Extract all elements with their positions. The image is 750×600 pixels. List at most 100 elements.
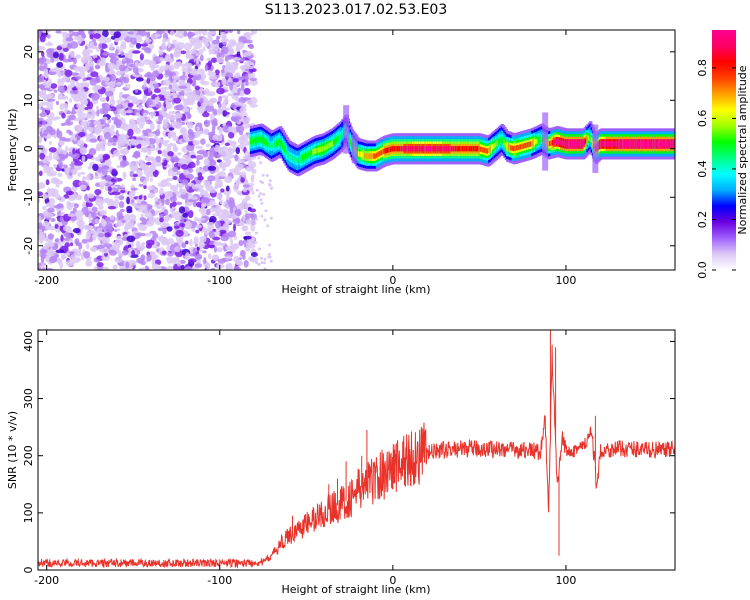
noise-speckle [84,45,88,50]
noise-speckle [197,107,205,114]
noise-speckle [208,151,218,158]
noise-speckle [118,195,125,201]
noise-speckle [158,142,162,149]
noise-speckle [113,198,120,206]
noise-speckle [43,79,47,85]
noise-speckle [55,194,61,200]
noise-speckle [120,208,125,213]
noise-speckle [107,120,111,124]
noise-speckle [121,60,126,65]
noise-speckle [203,158,210,166]
noise-speckle [113,149,121,157]
y-tick-label: 400 [22,331,35,352]
noise-speckle [267,252,271,256]
noise-speckle [179,188,187,195]
noise-speckle [242,184,251,188]
noise-speckle [48,129,56,136]
noise-speckle [206,222,215,226]
noise-speckle [138,62,145,67]
noise-speckle [160,223,168,228]
noise-speckle [70,242,74,247]
noise-speckle [81,34,87,39]
noise-speckle [196,130,204,135]
noise-speckle [154,96,159,105]
noise-speckle [151,256,157,261]
noise-speckle [38,225,46,230]
noise-speckle [112,264,118,270]
noise-speckle [56,61,64,68]
noise-speckle [132,66,139,74]
noise-speckle [99,134,103,140]
noise-speckle [195,145,204,149]
noise-speckle [263,257,267,261]
noise-speckle [48,170,57,177]
noise-speckle [86,231,91,239]
noise-speckle [75,82,85,90]
noise-speckle [102,51,110,56]
noise-speckle [49,105,53,110]
noise-speckle [104,232,111,238]
noise-speckle [195,224,203,229]
noise-speckle [175,229,184,237]
noise-speckle [245,65,255,70]
ridge-spike [351,134,358,164]
noise-speckle [217,102,222,109]
colorbar-tick-label: 0.2 [696,211,709,229]
noise-speckle [135,139,143,145]
noise-speckle [52,152,61,161]
noise-speckle [107,225,114,233]
noise-speckle [161,198,165,207]
noise-speckle [207,165,217,171]
noise-speckle [38,191,44,196]
noise-speckle [61,31,68,36]
noise-speckle [243,235,252,240]
noise-speckle [108,81,115,89]
noise-speckle [178,158,188,165]
noise-speckle [150,33,158,40]
noise-speckle [155,155,161,163]
noise-speckle [107,62,116,70]
noise-speckle [200,102,209,107]
noise-speckle [165,100,169,106]
noise-speckle [191,227,196,232]
noise-speckle [46,34,51,39]
snr-frame [37,329,676,571]
noise-speckle [188,252,197,257]
noise-speckle [228,153,234,159]
noise-speckle [57,180,64,185]
noise-speckle [114,257,123,263]
noise-speckle [244,209,248,215]
noise-speckle [245,165,254,172]
noise-speckle [149,164,156,172]
noise-speckle [200,138,206,145]
noise-speckle [115,104,124,110]
noise-speckle [127,128,134,137]
noise-speckle [115,130,119,138]
noise-speckle [64,242,70,248]
noise-speckle [101,175,106,180]
noise-speckle [207,31,213,39]
noise-speckle [124,102,129,108]
noise-speckle [159,187,164,196]
noise-speckle [89,138,98,143]
noise-speckle [153,188,159,194]
noise-speckle [163,121,168,129]
noise-speckle [86,185,90,191]
noise-speckle [38,84,45,89]
colorbar-ticks: 0.00.20.40.60.8 [696,59,736,279]
noise-speckle [202,250,207,254]
noise-speckle [197,175,204,181]
noise-speckle [152,131,160,134]
noise-speckle [79,146,88,155]
noise-speckle [167,252,174,257]
noise-speckle [99,140,107,145]
noise-speckle [156,123,161,132]
noise-speckle [109,137,118,143]
noise-speckle [134,89,139,93]
noise-speckle [60,234,64,242]
noise-speckle [99,108,105,115]
noise-speckle [145,38,152,43]
noise-speckle [104,90,114,97]
noise-speckle [64,69,73,78]
noise-speckle [72,227,81,234]
